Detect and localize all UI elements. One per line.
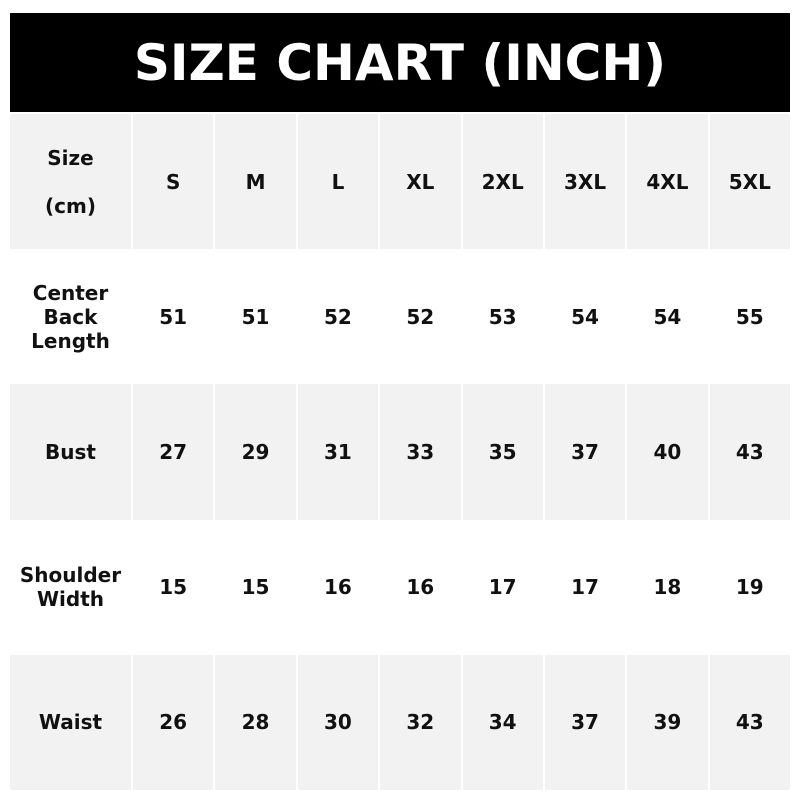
table-cell: 18	[653, 575, 682, 600]
table-cell: 43	[709, 654, 790, 790]
header-size-1: M	[215, 114, 296, 250]
row-label-line: Bust	[45, 439, 96, 464]
table-cell: 37	[544, 384, 626, 520]
table-cell: 37	[544, 654, 626, 790]
table-cell: 33	[380, 384, 461, 520]
table-cell: 32	[380, 654, 461, 790]
table-cell: 35	[462, 384, 543, 520]
table-cell: 51	[159, 304, 188, 329]
table-cell: 54	[571, 304, 599, 329]
row-label-line: Length	[31, 328, 110, 353]
header-size-6: 4XL	[627, 114, 708, 250]
header-size-7: 5XL	[709, 114, 790, 250]
table-cell: 53	[488, 304, 517, 329]
table-cell: 52	[324, 304, 352, 329]
table-cell: 29	[215, 384, 296, 520]
row-label: Bust	[10, 384, 131, 520]
table-cell: 15	[241, 575, 270, 600]
header-size-3: XL	[380, 114, 461, 250]
row-label: Center Back Length	[10, 249, 131, 384]
table-cell: 17	[571, 575, 599, 600]
size-chart-title: SIZE CHART (INCH)	[10, 13, 790, 112]
table-cell: 40	[627, 384, 708, 520]
table-cell: 31	[297, 384, 379, 520]
header-size-2: L	[297, 114, 379, 250]
table-cell: 16	[324, 575, 352, 600]
table-cell: 51	[241, 304, 270, 329]
table-cell: 54	[653, 304, 682, 329]
table-cell: 34	[462, 654, 543, 790]
table-cell: 43	[709, 384, 790, 520]
table-cell: 19	[735, 575, 764, 600]
header-size-0: S	[133, 114, 214, 250]
row-label-line: Waist	[38, 710, 103, 735]
table-cell: 28	[215, 654, 296, 790]
table-cell: 55	[735, 304, 764, 329]
size-label-line: Size	[47, 145, 94, 170]
header-size-4: 2XL	[462, 114, 543, 250]
header-size-5: 3XL	[544, 114, 626, 250]
row-label-line: Center	[32, 280, 109, 305]
table-cell: 30	[297, 654, 379, 790]
table-cell: 16	[406, 575, 435, 600]
row-label: Shoulder Width	[10, 520, 131, 655]
size-table: Size (cm) S M L XL 2XL 3XL 4XL 5XL Center Back Lengt…	[10, 114, 790, 790]
table-cell: 17	[488, 575, 517, 600]
row-label: Waist	[10, 654, 131, 790]
table-cell: 27	[133, 384, 214, 520]
size-label-line: (cm)	[45, 193, 96, 218]
table-cell: 15	[159, 575, 188, 600]
header-size-label: Size (cm)	[10, 114, 131, 250]
table-cell: 26	[133, 654, 214, 790]
table-cell: 52	[406, 304, 435, 329]
row-label-line: Back	[43, 304, 98, 329]
row-label-line: Shoulder	[19, 563, 122, 588]
row-label-line: Width	[36, 587, 105, 612]
table-cell: 39	[627, 654, 708, 790]
